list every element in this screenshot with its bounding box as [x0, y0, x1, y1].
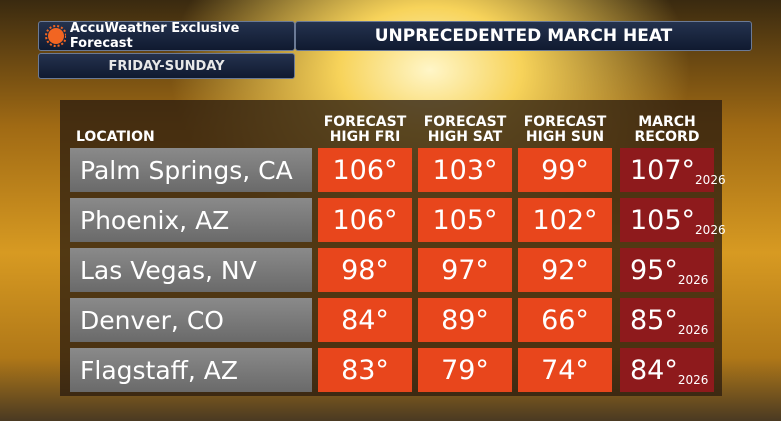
temperature: 79° [441, 354, 489, 386]
column-header: FORECAST HIGH SAT [423, 114, 507, 145]
temperature: 98° [341, 254, 389, 286]
temperature: 84° [341, 304, 389, 336]
title: UNPRECEDENTED MARCH HEAT [374, 26, 673, 46]
location-cell: Denver, CO [70, 298, 312, 342]
record-year: 2026 [695, 223, 726, 237]
brand: AccuWeather Exclusive Forecast [69, 21, 240, 51]
forecast-cell: 103° [418, 148, 512, 192]
record-year: 2026 [695, 173, 726, 187]
record-cell: 107° 2026 [620, 148, 726, 192]
temperature: 85° [630, 304, 678, 336]
temperature: 105° [630, 204, 696, 236]
temperature: 99° [541, 154, 589, 186]
forecast-cell: 106° [318, 198, 412, 242]
temperature: 95° [630, 254, 678, 286]
temperature: 106° [332, 204, 398, 236]
record-year: 2026 [677, 323, 709, 337]
location-cell: Las Vegas, NV [70, 248, 312, 292]
brand-bar: AccuWeather Exclusive Forecast [38, 21, 295, 51]
forecast-cell: 106° [318, 148, 412, 192]
temperature: 92° [541, 254, 589, 286]
forecast-cell: 74° [518, 348, 612, 392]
temperature: 89° [441, 304, 489, 336]
location-cell: Phoenix, AZ [70, 198, 312, 242]
subtitle: FRIDAY-SUNDAY [108, 58, 225, 74]
subtitle-bar: FRIDAY-SUNDAY [38, 53, 295, 79]
column-header: MARCH RECORD [634, 114, 700, 145]
temperature: 84° [630, 354, 678, 386]
record-year: 2026 [677, 273, 709, 287]
table-panel: LOCATION FORECAST HIGH FRI FORECAST HIGH S… [60, 100, 726, 396]
forecast-cell: 79° [418, 348, 512, 392]
temperature: 103° [432, 154, 498, 186]
column-header: FORECAST HIGH FRI [323, 114, 407, 145]
record-cell: 84° 2026 [620, 348, 714, 392]
record-cell: 95° 2026 [620, 248, 714, 292]
title-bar: UNPRECEDENTED MARCH HEAT [295, 21, 752, 51]
temperature: 106° [332, 154, 398, 186]
forecast-cell: 92° [518, 248, 612, 292]
forecast-cell: 105° [418, 198, 512, 242]
forecast-cell: 84° [318, 298, 412, 342]
column-header: LOCATION [76, 129, 155, 145]
temperature: 107° [630, 154, 696, 186]
temperature: 83° [341, 354, 389, 386]
forecast-cell: 83° [318, 348, 412, 392]
record-cell: 85° 2026 [620, 298, 714, 342]
logo [45, 25, 66, 47]
temperature: 66° [541, 304, 589, 336]
temperature: 105° [432, 204, 498, 236]
forecast-cell: 102° [518, 198, 612, 242]
forecast-cell: 99° [518, 148, 612, 192]
location-cell: Flagstaff, AZ [70, 348, 312, 392]
temperature: 74° [541, 354, 589, 386]
forecast-cell: 66° [518, 298, 612, 342]
record-year: 2026 [677, 373, 709, 387]
forecast-cell: 89° [418, 298, 512, 342]
column-header: FORECAST HIGH SUN [523, 114, 607, 145]
record-cell: 105° 2026 [620, 198, 726, 242]
temperature: 102° [532, 204, 598, 236]
location-cell: Palm Springs, CA [70, 148, 312, 192]
temperature: 97° [441, 254, 489, 286]
forecast-cell: 97° [418, 248, 512, 292]
forecast-cell: 98° [318, 248, 412, 292]
